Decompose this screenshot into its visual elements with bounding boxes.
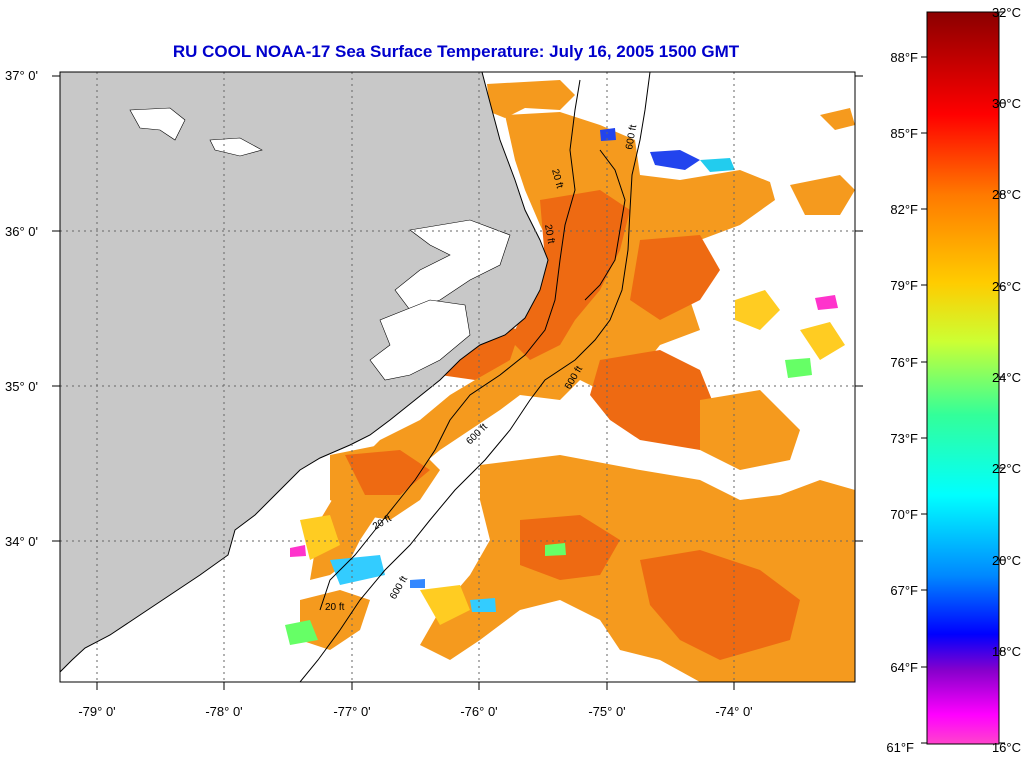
axis-ticks — [52, 75, 863, 690]
colorbar-f-label: 76°F — [890, 355, 918, 370]
bathymetry-contours — [299, 72, 651, 682]
contour-label: 600 ft — [624, 124, 639, 151]
lon-label: -74° 0' — [715, 704, 752, 719]
lat-label: 35° 0' — [5, 379, 38, 394]
lon-label: -75° 0' — [588, 704, 625, 719]
colorbar-f-label: 79°F — [890, 278, 918, 293]
colorbar — [926, 11, 1000, 745]
land-mass — [60, 72, 549, 673]
sst-cold-pixels — [285, 128, 838, 645]
lon-label: -79° 0' — [78, 704, 115, 719]
inland-waters — [129, 107, 511, 381]
colorbar-f-label: 61°F — [886, 740, 914, 755]
colorbar-f-label: 67°F — [890, 583, 918, 598]
map-frame — [59, 71, 856, 683]
sst-field — [300, 80, 855, 682]
colorbar-c-label: 32°C — [992, 5, 1021, 20]
colorbar-c-label: 18°C — [992, 644, 1021, 659]
colorbar-c-label: 16°C — [992, 740, 1021, 755]
colorbar-f-label: 64°F — [890, 660, 918, 675]
contour-label: 20 ft — [325, 602, 345, 613]
lat-label: 37° 0' — [5, 68, 38, 83]
colorbar-f-label: 73°F — [890, 431, 918, 446]
colorbar-f-label: 70°F — [890, 507, 918, 522]
colorbar-f-label: 85°F — [890, 126, 918, 141]
lon-label: -77° 0' — [333, 704, 370, 719]
lat-label: 36° 0' — [5, 224, 38, 239]
colorbar-c-label: 22°C — [992, 461, 1021, 476]
lon-label: -76° 0' — [460, 704, 497, 719]
contour-label: 20 ft — [549, 168, 565, 190]
colorbar-c-label: 30°C — [992, 96, 1021, 111]
colorbar-ticks — [921, 11, 1005, 744]
graticule — [60, 72, 855, 682]
map-panel: 20 ft 600 ft 20 ft 600 ft 600 ft 20 ft 6… — [60, 72, 855, 682]
contour-label: 20 ft — [542, 224, 556, 245]
colorbar-c-label: 24°C — [992, 370, 1021, 385]
colorbar-c-label: 26°C — [992, 279, 1021, 294]
figure-title: RU COOL NOAA-17 Sea Surface Temperature:… — [173, 42, 740, 61]
lat-label: 34° 0' — [5, 534, 38, 549]
colorbar-f-label: 88°F — [890, 50, 918, 65]
lon-label: -78° 0' — [205, 704, 242, 719]
colorbar-c-label: 20°C — [992, 553, 1021, 568]
colorbar-f-label: 82°F — [890, 202, 918, 217]
colorbar-c-label: 28°C — [992, 187, 1021, 202]
